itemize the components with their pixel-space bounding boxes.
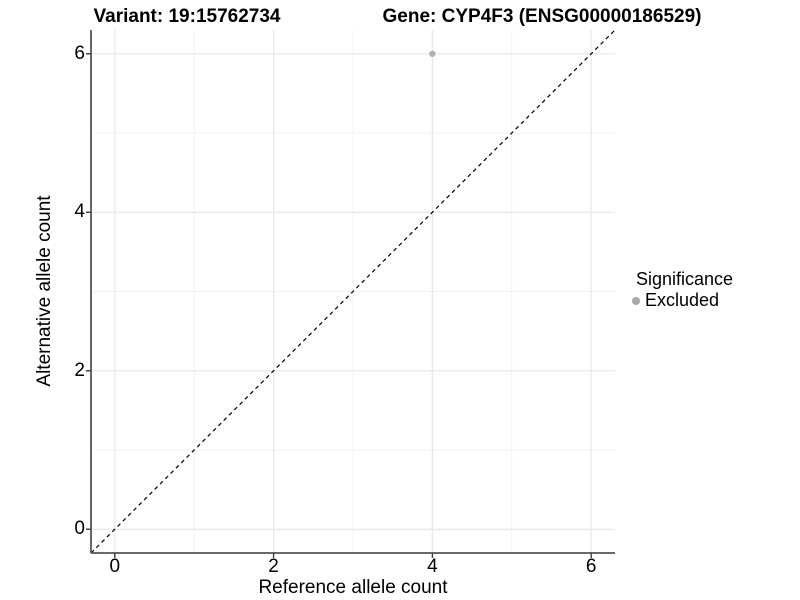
legend-item-label: Excluded [645, 290, 720, 310]
plot-title-gene: Gene: CYP4F3 (ENSG00000186529) [382, 6, 702, 27]
y-axis-title: Alternative allele count [34, 195, 55, 387]
x-tick-label: 2 [268, 556, 279, 577]
data-point-excluded [429, 50, 436, 57]
legend-items: Excluded [628, 290, 733, 311]
identity-line [90, 29, 616, 554]
legend-key-dot-icon [632, 296, 640, 305]
y-tick-label: 2 [74, 359, 85, 381]
legend: Significance Excluded [628, 269, 733, 311]
y-tick-label: 0 [74, 518, 85, 540]
plot-title-variant: Variant: 19:15762734 [93, 6, 281, 27]
y-tick-label: 4 [74, 201, 85, 223]
x-tick-label: 4 [427, 556, 438, 577]
legend-item-excluded: Excluded [628, 290, 733, 311]
y-tick-label: 6 [74, 42, 85, 64]
panel-group [90, 29, 616, 554]
x-axis-title: Reference allele count [258, 577, 448, 598]
legend-title: Significance [636, 269, 734, 289]
x-tick-label: 0 [109, 556, 121, 577]
x-tick-label: 6 [585, 556, 597, 577]
